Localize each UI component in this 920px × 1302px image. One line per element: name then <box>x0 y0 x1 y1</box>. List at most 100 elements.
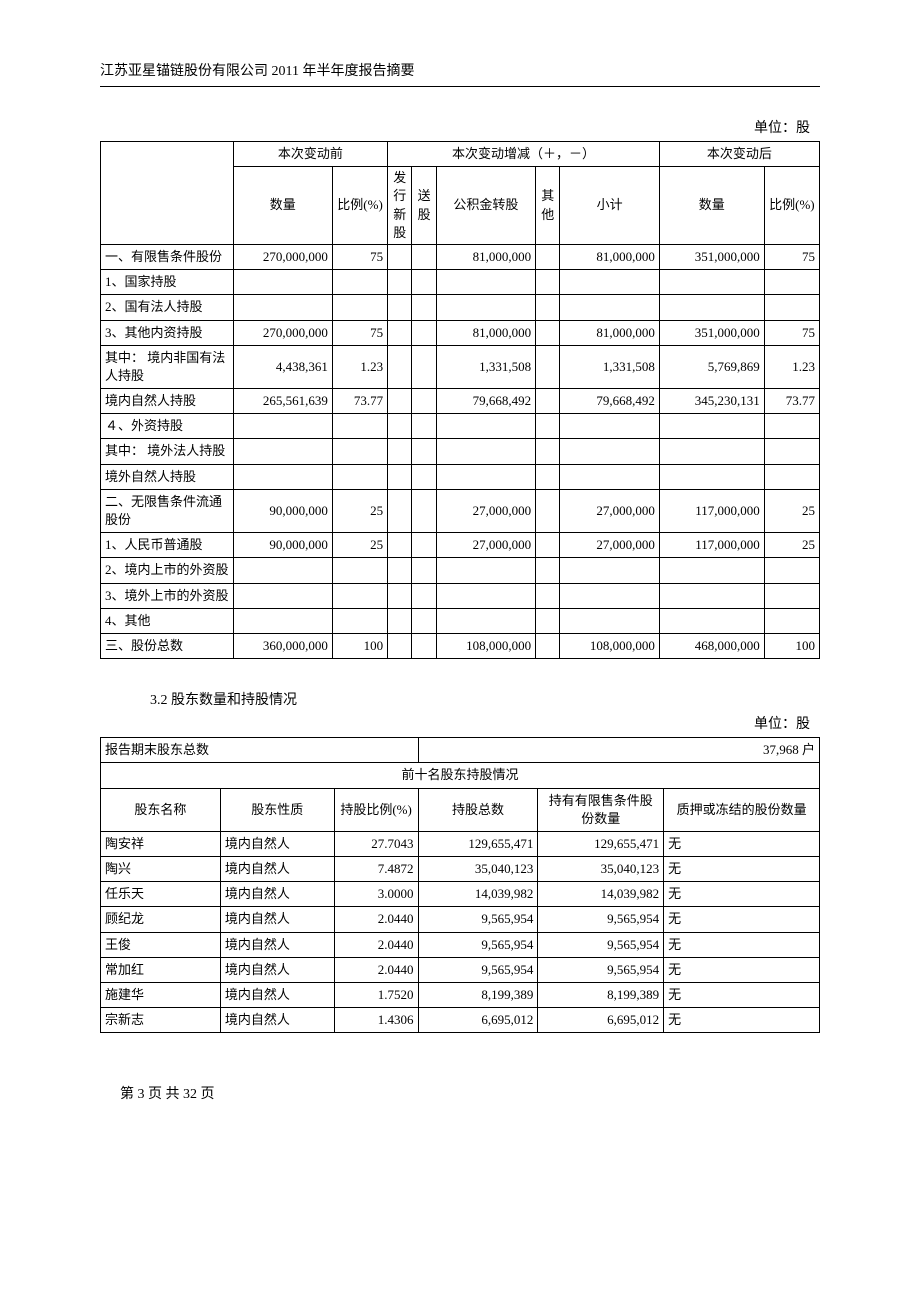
cell-pct2: 73.77 <box>764 389 819 414</box>
hdr-pct: 比例(%) <box>332 167 387 245</box>
cell-sh-total: 129,655,471 <box>418 831 538 856</box>
cell-label: 2、国有法人持股 <box>101 295 234 320</box>
cell-other <box>536 295 560 320</box>
cell-label: 1、人民币普通股 <box>101 533 234 558</box>
cell-reserve: 1,331,508 <box>436 345 535 388</box>
table-row: 境内自然人持股265,561,63973.7779,668,49279,668,… <box>101 389 820 414</box>
cell-other <box>536 320 560 345</box>
hdr-sh-total: 持股总数 <box>418 788 538 831</box>
cell-reserve: 79,668,492 <box>436 389 535 414</box>
cell-pct2 <box>764 439 819 464</box>
cell-reserve: 27,000,000 <box>436 489 535 532</box>
table-row: 施建华境内自然人1.75208,199,3898,199,389无 <box>101 983 820 1008</box>
cell-qty2 <box>659 464 764 489</box>
cell-pct <box>332 439 387 464</box>
hdr-after: 本次变动后 <box>659 142 819 167</box>
cell-reserve <box>436 464 535 489</box>
cell-bonus <box>412 270 436 295</box>
cell-sh-pct: 7.4872 <box>334 857 418 882</box>
cell-qty: 270,000,000 <box>233 244 332 269</box>
hdr-sh-name: 股东名称 <box>101 788 221 831</box>
cell-sh-total: 9,565,954 <box>418 957 538 982</box>
cell-sub <box>560 295 659 320</box>
table-row: 王俊境内自然人2.04409,565,9549,565,954无 <box>101 932 820 957</box>
cell-qty: 360,000,000 <box>233 633 332 658</box>
cell-sh-name: 施建华 <box>101 983 221 1008</box>
cell-pct2 <box>764 608 819 633</box>
cell-sh-pct: 2.0440 <box>334 932 418 957</box>
hdr-qty2: 数量 <box>659 167 764 245</box>
cell-pct2: 75 <box>764 244 819 269</box>
cell-qty <box>233 439 332 464</box>
cell-bonus <box>412 583 436 608</box>
cell-other <box>536 270 560 295</box>
table-row: 3、其他内资持股270,000,0007581,000,00081,000,00… <box>101 320 820 345</box>
cell-sh-restricted: 6,695,012 <box>538 1008 664 1033</box>
cell-other <box>536 389 560 414</box>
cell-bonus <box>412 345 436 388</box>
cell-qty2 <box>659 295 764 320</box>
cell-reserve <box>436 608 535 633</box>
cell-sh-restricted: 8,199,389 <box>538 983 664 1008</box>
cell-pct2 <box>764 270 819 295</box>
cell-label: 其中： 境外法人持股 <box>101 439 234 464</box>
cell-sh-pledge: 无 <box>664 831 820 856</box>
cell-issue <box>388 295 412 320</box>
cell-sh-restricted: 129,655,471 <box>538 831 664 856</box>
cell-sub: 81,000,000 <box>560 320 659 345</box>
page-header: 江苏亚星锚链股份有限公司 2011 年半年度报告摘要 <box>100 60 820 87</box>
cell-reserve <box>436 295 535 320</box>
page-footer: 第 3 页 共 32 页 <box>120 1083 820 1103</box>
cell-sh-nature: 境内自然人 <box>220 882 334 907</box>
cell-label: 一、有限售条件股份 <box>101 244 234 269</box>
cell-sh-total: 9,565,954 <box>418 932 538 957</box>
cell-pct <box>332 414 387 439</box>
cell-pct2: 25 <box>764 489 819 532</box>
shareholder-table: 报告期末股东总数 37,968 户 前十名股东持股情况 股东名称 股东性质 持股… <box>100 737 820 1033</box>
cell-reserve <box>436 583 535 608</box>
cell-bonus <box>412 533 436 558</box>
cell-other <box>536 633 560 658</box>
cell-sh-restricted: 9,565,954 <box>538 932 664 957</box>
cell-bonus <box>412 558 436 583</box>
table-row: 陶兴境内自然人7.487235,040,12335,040,123无 <box>101 857 820 882</box>
cell-sh-restricted: 35,040,123 <box>538 857 664 882</box>
cell-sh-pct: 2.0440 <box>334 957 418 982</box>
cell-qty: 4,438,361 <box>233 345 332 388</box>
cell-sh-restricted: 9,565,954 <box>538 957 664 982</box>
cell-qty: 90,000,000 <box>233 489 332 532</box>
hdr-qty: 数量 <box>233 167 332 245</box>
cell-issue <box>388 464 412 489</box>
cell-qty2: 345,230,131 <box>659 389 764 414</box>
cell-label: 二、无限售条件流通股份 <box>101 489 234 532</box>
cell-issue <box>388 414 412 439</box>
cell-sh-pledge: 无 <box>664 957 820 982</box>
cell-sub <box>560 270 659 295</box>
section-title: 3.2 股东数量和持股情况 <box>150 689 820 709</box>
hdr-sh-pct: 持股比例(%) <box>334 788 418 831</box>
table-row: 1、国家持股 <box>101 270 820 295</box>
cell-pct2 <box>764 558 819 583</box>
cell-issue <box>388 439 412 464</box>
cell-sub: 79,668,492 <box>560 389 659 414</box>
cell-qty2: 117,000,000 <box>659 489 764 532</box>
cell-qty2 <box>659 270 764 295</box>
cell-issue <box>388 583 412 608</box>
cell-bonus <box>412 608 436 633</box>
hdr-pct2: 比例(%) <box>764 167 819 245</box>
cell-sub: 27,000,000 <box>560 489 659 532</box>
hdr-sh-pledge: 质押或冻结的股份数量 <box>664 788 820 831</box>
cell-reserve <box>436 414 535 439</box>
cell-sh-name: 陶安祥 <box>101 831 221 856</box>
cell-qty2: 351,000,000 <box>659 320 764 345</box>
cell-sub <box>560 414 659 439</box>
cell-sh-pledge: 无 <box>664 1008 820 1033</box>
unit-label-2: 单位：股 <box>100 713 820 733</box>
cell-issue <box>388 633 412 658</box>
cell-pct2: 75 <box>764 320 819 345</box>
table-row: 2、国有法人持股 <box>101 295 820 320</box>
unit-label: 单位：股 <box>100 117 820 137</box>
cell-pct <box>332 295 387 320</box>
cell-label: 4、其他 <box>101 608 234 633</box>
cell-pct <box>332 558 387 583</box>
